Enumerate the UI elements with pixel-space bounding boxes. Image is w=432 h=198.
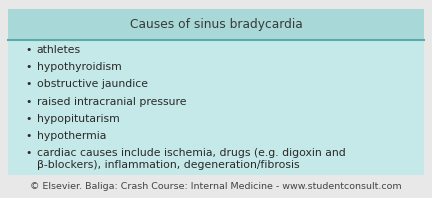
Bar xyxy=(8,9,424,40)
Text: •: • xyxy=(25,114,31,124)
Text: raised intracranial pressure: raised intracranial pressure xyxy=(37,96,186,107)
Text: •: • xyxy=(25,131,31,141)
Text: hypothermia: hypothermia xyxy=(37,131,106,141)
Text: hypopitutarism: hypopitutarism xyxy=(37,114,120,124)
Text: •: • xyxy=(25,148,31,159)
Text: cardiac causes include ischemia, drugs (e.g. digoxin and
β-blockers), inflammati: cardiac causes include ischemia, drugs (… xyxy=(37,148,346,170)
Text: © Elsevier. Baliga: Crash Course: Internal Medicine - www.studentconsult.com: © Elsevier. Baliga: Crash Course: Intern… xyxy=(30,182,402,191)
Text: •: • xyxy=(25,79,31,89)
Text: obstructive jaundice: obstructive jaundice xyxy=(37,79,148,89)
Text: •: • xyxy=(25,62,31,72)
Text: athletes: athletes xyxy=(37,45,81,55)
Text: •: • xyxy=(25,96,31,107)
Bar xyxy=(8,40,424,175)
Text: Causes of sinus bradycardia: Causes of sinus bradycardia xyxy=(130,18,302,31)
Text: •: • xyxy=(25,45,31,55)
Text: hypothyroidism: hypothyroidism xyxy=(37,62,121,72)
